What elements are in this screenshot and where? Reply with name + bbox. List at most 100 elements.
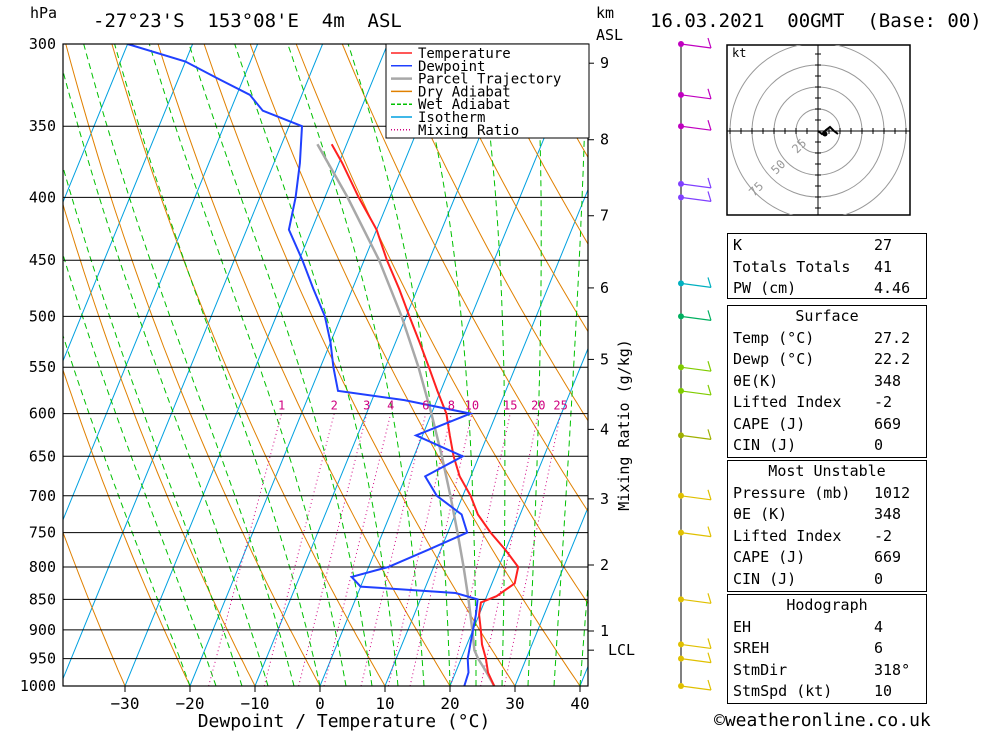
stat-row: Lifted Index-2 [728,392,926,414]
stat-value: 41 [874,257,892,279]
wind-barb-flag [708,490,711,500]
wind-barb-staff [681,533,711,537]
wind-barb-staff [681,391,711,395]
mixing-ratio-axis-title: Mixing Ratio (g/kg) [615,339,633,511]
pressure-tick-label: 850 [29,590,56,608]
pressure-tick-label: 900 [29,621,56,639]
mixing-ratio-label: 4 [387,399,394,413]
isotherm-line [320,44,583,686]
stat-label: EH [733,617,751,639]
mixing-ratio-label: 20 [531,399,545,413]
wind-barb-staff [681,686,711,690]
stat-row: Dewp (°C)22.2 [728,349,926,371]
stat-label: Totals Totals [733,257,850,279]
wind-barb-staff [681,44,711,48]
stat-row: CIN (J)0 [728,435,926,457]
wind-barb-flag [708,89,711,99]
pressure-tick-label: 400 [29,188,56,206]
km-tick-label: 5 [600,350,609,368]
stat-value: 27.2 [874,328,910,350]
mixing-ratio-label: 8 [448,399,455,413]
stat-label: CAPE (J) [733,547,805,569]
mixing-ratio-line [264,414,334,686]
indices-panel: K 27 Totals Totals 41 PW (cm) 4.46 [727,233,927,299]
km-label: km [596,4,614,22]
stat-value: 10 [874,681,892,703]
stat-row: Pressure (mb)1012 [728,483,926,505]
pressure-tick-label: 950 [29,650,56,668]
km-tick-label: 4 [600,420,609,438]
stat-row-totals: Totals Totals 41 [728,257,926,279]
stat-value: 348 [874,371,901,393]
isotherm-line [125,44,388,686]
hpa-label: hPa [30,4,57,22]
stat-label: K [733,235,742,257]
isotherm-line [0,44,128,686]
pressure-tick-label: 1000 [20,677,56,695]
wind-barb-staff [681,95,711,99]
surface-title: Surface [728,306,926,328]
pressure-tick-label: 350 [29,117,56,135]
pressure-tick-label: 750 [29,524,56,542]
stat-value: 669 [874,547,901,569]
wet-adiabat-line [149,44,346,686]
stat-label: PW (cm) [733,278,796,300]
hodograph-unit-label: kt [732,46,746,60]
pressure-tick-label: 300 [29,35,56,53]
stat-row: Lifted Index-2 [728,526,926,548]
date-title: 16.03.2021 00GMT (Base: 00) [650,10,982,32]
most-unstable-title: Most Unstable [728,461,926,483]
location-title: -27°23'S 153°08'E 4m ASL [93,10,402,32]
stat-row: θE(K)348 [728,371,926,393]
wind-barb-flag [708,120,711,130]
wind-barb-flag [708,638,711,648]
stat-row-k: K 27 [728,235,926,257]
wind-barb-flag [708,277,711,287]
pressure-tick-label: 550 [29,358,56,376]
wind-barb-staff [681,599,711,603]
km-tick-label: 6 [600,279,609,297]
panel-title: Surface [728,306,926,328]
stat-label: StmSpd (kt) [733,681,832,703]
stat-value: 1012 [874,483,910,505]
wind-barb-staff [681,659,711,663]
stat-row: CAPE (J) 669 [728,547,926,569]
stat-row: Temp (°C)27.2 [728,328,926,350]
stat-value: 4.46 [874,278,910,300]
x-tick-label: −30 [111,694,140,713]
x-tick-label: 40 [570,694,589,713]
wind-barb-staff [681,184,711,188]
wind-barb-staff [681,283,711,287]
pressure-tick-label: 450 [29,251,56,269]
km-tick-label: 7 [600,207,609,225]
wind-barb-staff [681,197,711,201]
wind-barb-staff [681,435,711,439]
stat-value: 27 [874,235,892,257]
dry-adiabat-line [941,44,1000,686]
mixing-ratio-line [324,414,391,686]
mixing-ratio-label: 2 [331,399,338,413]
copyright-link[interactable]: ©weatheronline.co.uk [714,710,931,731]
pressure-tick-label: 800 [29,558,56,576]
mixing-ratio-label: 6 [422,399,429,413]
stat-value: 348 [874,504,901,526]
stat-label: SREH [733,638,769,660]
pressure-tick-label: 650 [29,447,56,465]
hodograph-title: Hodograph [728,595,926,617]
stat-label: Lifted Index [733,526,841,548]
km-tick-label: 8 [600,131,609,149]
stat-row: StmSpd (kt) 10 [728,681,926,703]
wet-adiabat-line [15,170,190,686]
wind-barb-staff [681,496,711,500]
isotherm-line [60,44,323,686]
wet-adiabat-line [84,44,294,686]
panel-title: Hodograph [728,595,926,617]
storm-motion-marker [823,132,828,137]
stat-value: 0 [874,569,883,591]
wet-adiabat-line [61,62,269,687]
stat-row: CAPE (J)669 [728,414,926,436]
wind-barb-flag [708,593,711,603]
